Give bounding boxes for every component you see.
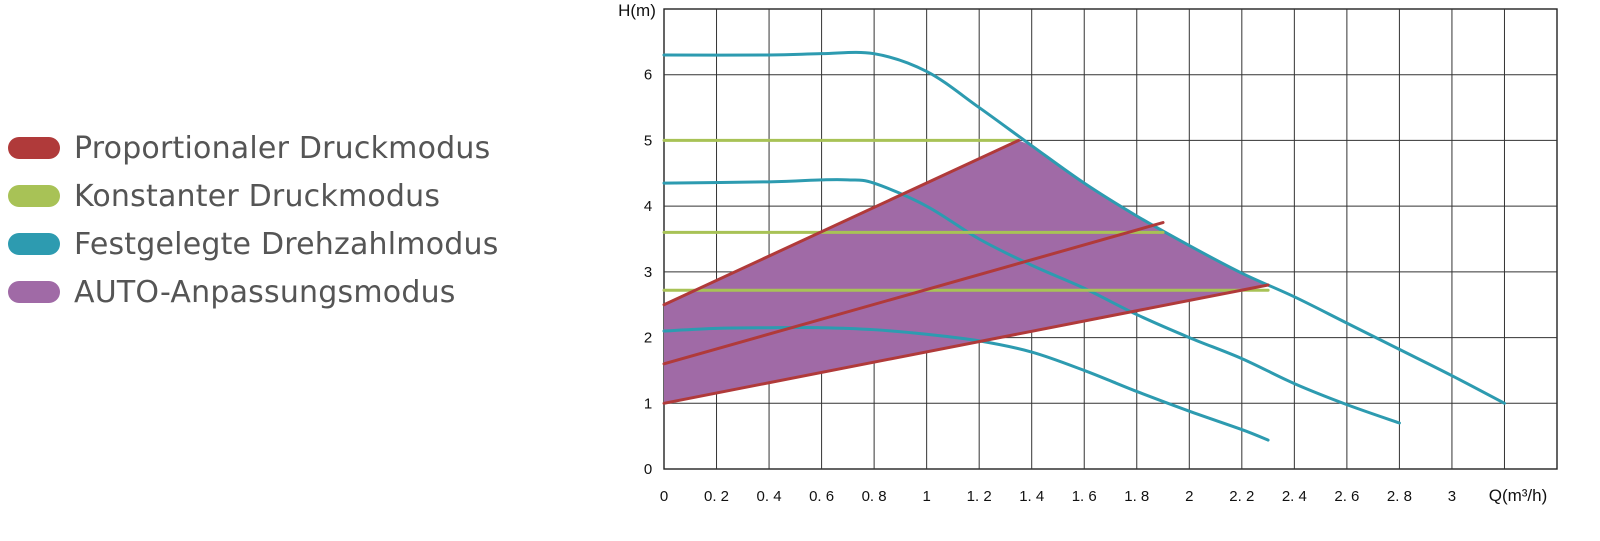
x-tick-label: 0. 2: [704, 488, 729, 505]
y-tick-label: 2: [644, 330, 652, 347]
auto-region-area: [664, 140, 1269, 404]
x-tick-label: 1. 2: [967, 488, 992, 505]
y-tick-label: 0: [644, 461, 652, 478]
x-tick-label: 0: [660, 488, 668, 505]
legend: Proportionaler Druckmodus Konstanter Dru…: [8, 124, 499, 316]
x-tick-label: 2. 6: [1334, 488, 1359, 505]
x-tick-label: 2. 4: [1282, 488, 1307, 505]
y-tick-label: 4: [644, 198, 652, 215]
legend-swatch-constant: [8, 185, 60, 207]
proportional-pressure-line: [662, 283, 1270, 405]
legend-label-auto: AUTO-Anpassungsmodus: [74, 274, 456, 310]
x-tick-label: 0. 8: [862, 488, 887, 505]
x-tick-label: 3: [1448, 488, 1456, 505]
y-tick-label: 3: [644, 264, 652, 281]
proportional-pressure-line: [662, 221, 1165, 366]
y-tick-label: 6: [644, 67, 652, 84]
y-tick-label: 1: [644, 395, 652, 412]
legend-swatch-proportional: [8, 137, 60, 159]
fixed-speed-curve: [662, 178, 1401, 425]
legend-label-constant: Konstanter Druckmodus: [74, 178, 441, 214]
plot-frame: [663, 8, 1558, 470]
legend-item-fixed-speed: Festgelegte Drehzahlmodus: [8, 220, 499, 268]
x-tick-label: 1. 4: [1019, 488, 1044, 505]
x-tick-label: 1. 6: [1072, 488, 1097, 505]
legend-swatch-auto: [8, 281, 60, 303]
x-tick-label: 1: [922, 488, 930, 505]
y-axis-title: H(m): [618, 1, 656, 20]
x-tick-label: 0. 6: [809, 488, 834, 505]
legend-item-constant: Konstanter Druckmodus: [8, 172, 499, 220]
x-tick-label: 0. 4: [757, 488, 782, 505]
y-tick-label: 5: [644, 132, 652, 149]
x-axis-title: Q(m³/h): [1489, 486, 1548, 505]
legend-item-proportional: Proportionaler Druckmodus: [8, 124, 499, 172]
proportional-pressure-line: [662, 138, 1021, 307]
fixed-speed-curve: [662, 50, 1506, 405]
legend-label-fixed-speed: Festgelegte Drehzahlmodus: [74, 226, 499, 262]
x-tick-label: 2. 2: [1229, 488, 1254, 505]
legend-label-proportional: Proportionaler Druckmodus: [74, 130, 491, 166]
x-tick-label: 2: [1185, 488, 1193, 505]
x-tick-label: 2. 8: [1387, 488, 1412, 505]
x-tick-label: 1. 8: [1124, 488, 1149, 505]
legend-swatch-fixed-speed: [8, 233, 60, 255]
legend-item-auto: AUTO-Anpassungsmodus: [8, 268, 499, 316]
